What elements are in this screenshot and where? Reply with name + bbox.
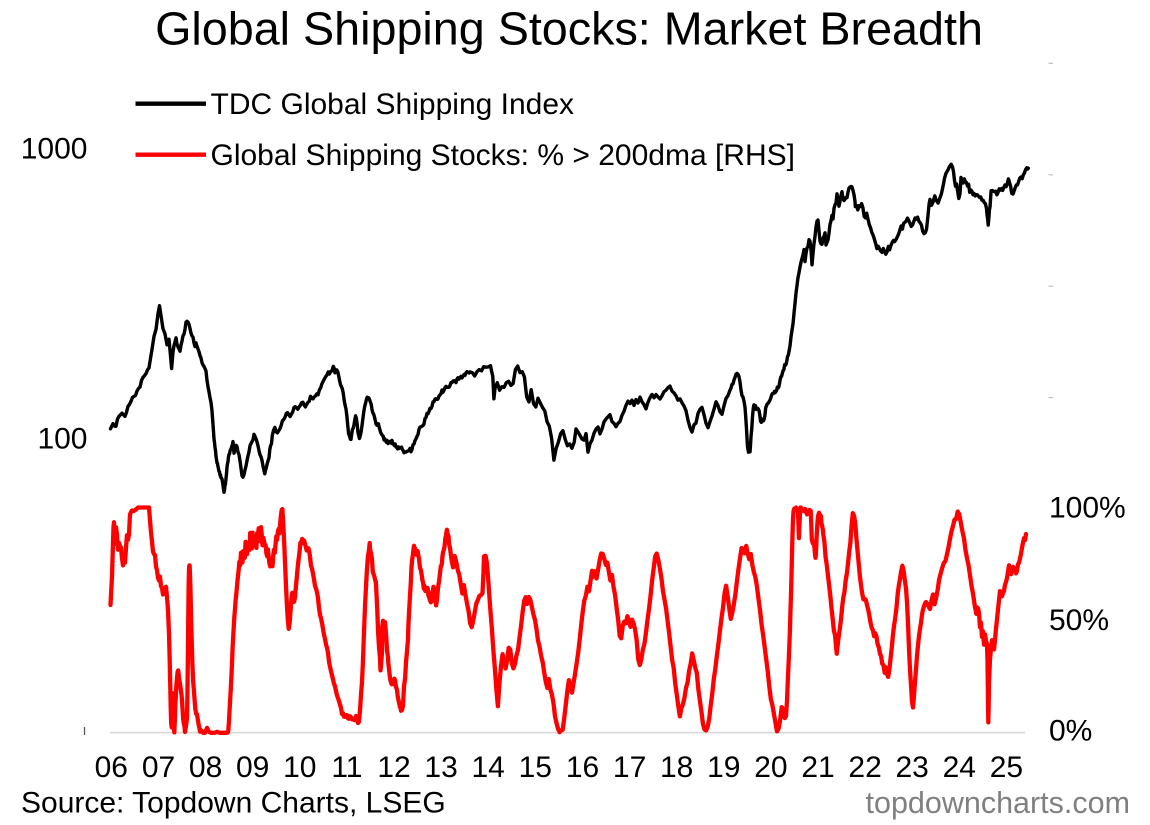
svg-text:25: 25 [990,751,1023,784]
svg-text:TDC Global Shipping Index: TDC Global Shipping Index [211,88,575,121]
svg-text:100: 100 [37,423,87,456]
svg-text:21: 21 [801,751,834,784]
svg-text:15: 15 [519,751,552,784]
svg-text:0%: 0% [1049,715,1092,748]
svg-text:16: 16 [566,751,599,784]
svg-text:12: 12 [377,751,410,784]
svg-text:1000: 1000 [21,133,88,166]
svg-text:20: 20 [754,751,787,784]
svg-text:10: 10 [283,751,316,784]
svg-text:11: 11 [331,751,362,784]
svg-text:Global Shipping Stocks: % > 20: Global Shipping Stocks: % > 200dma [RHS] [211,139,795,172]
svg-text:50%: 50% [1049,604,1109,637]
svg-text:09: 09 [236,751,269,784]
svg-text:06: 06 [95,751,128,784]
svg-text:07: 07 [142,751,175,784]
svg-text:22: 22 [848,751,881,784]
svg-text:13: 13 [424,751,457,784]
svg-text:topdowncharts.com: topdowncharts.com [866,786,1130,820]
svg-text:Global Shipping Stocks: Market: Global Shipping Stocks: Market Breadth [155,3,983,55]
svg-text:100%: 100% [1049,492,1126,525]
svg-text:24: 24 [943,751,976,784]
svg-text:23: 23 [896,751,929,784]
svg-text:Source: Topdown Charts, LSEG: Source: Topdown Charts, LSEG [21,787,446,820]
svg-text:08: 08 [189,751,222,784]
svg-text:19: 19 [707,751,740,784]
svg-text:18: 18 [660,751,693,784]
svg-text:17: 17 [613,751,646,784]
svg-text:14: 14 [472,751,505,784]
